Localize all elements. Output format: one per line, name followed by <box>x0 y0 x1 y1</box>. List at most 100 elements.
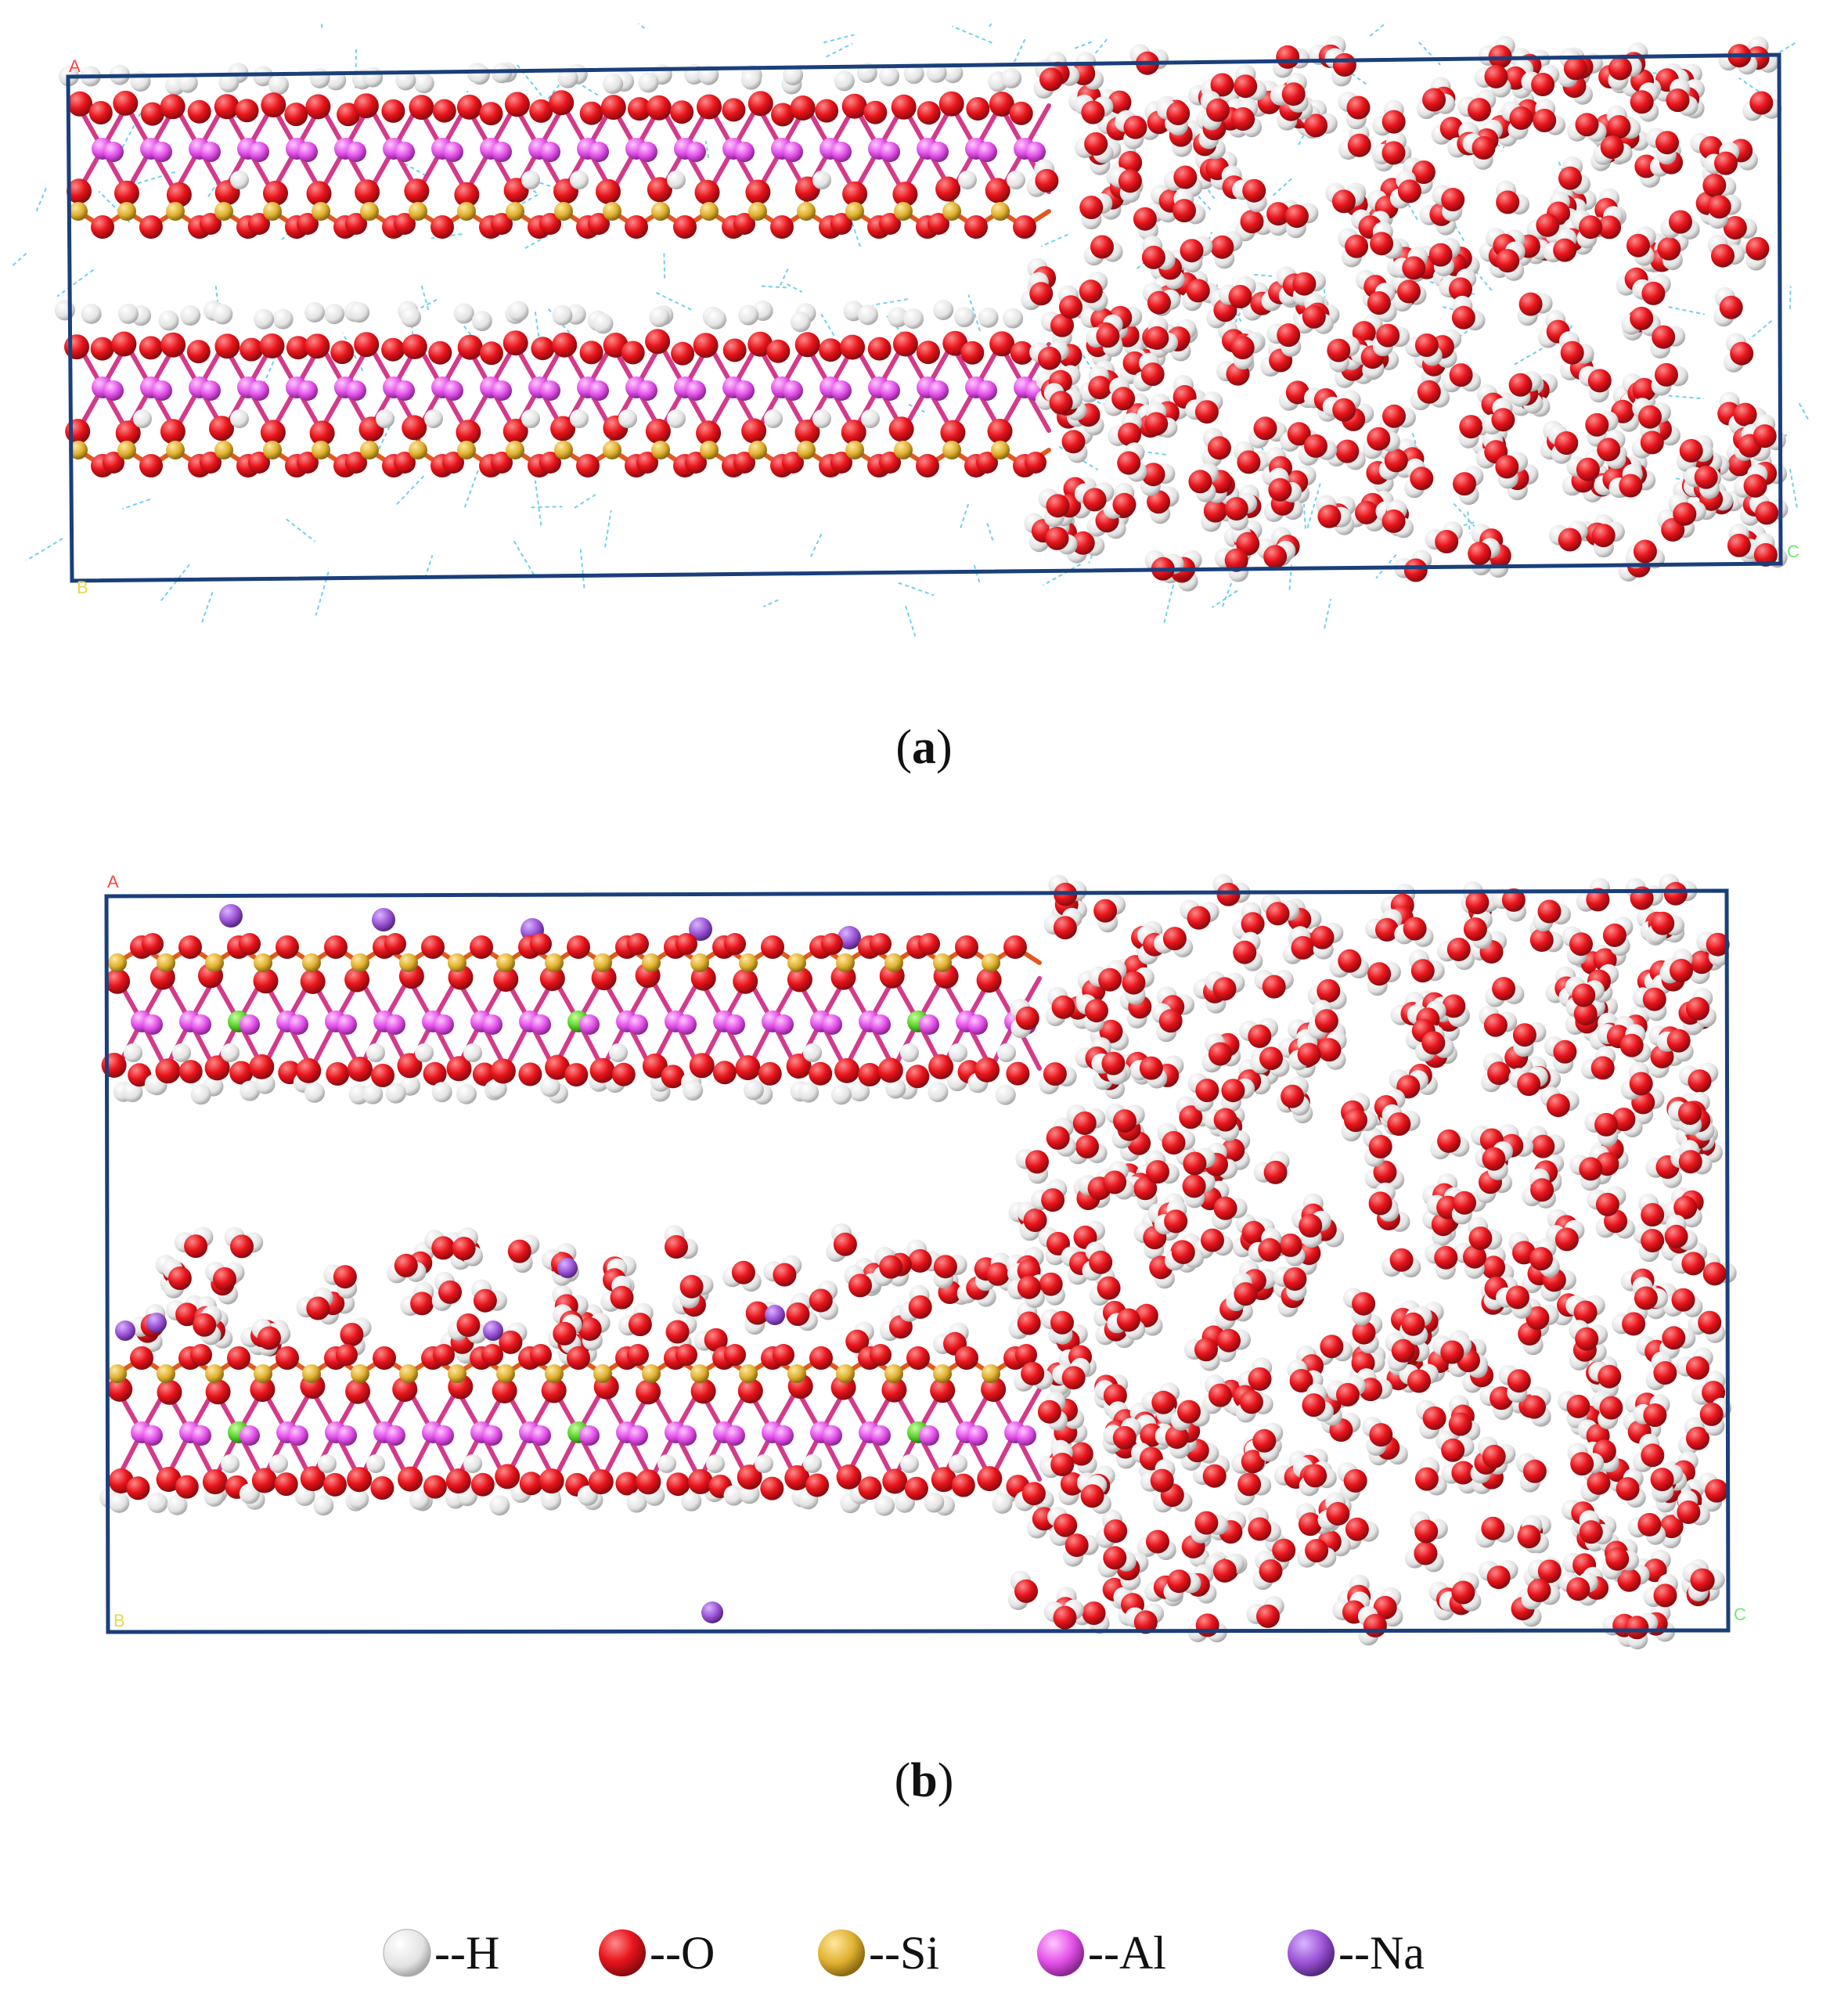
oxygen-atom <box>1367 291 1391 315</box>
aluminum-atom <box>385 1014 405 1035</box>
oxygen-atom <box>442 452 464 474</box>
oxygen-atom <box>1268 477 1292 502</box>
oxygen-atom <box>1678 1150 1702 1174</box>
silicon-atom <box>748 441 767 459</box>
oxygen-atom <box>1529 928 1554 952</box>
oxygen-atom <box>1242 178 1266 203</box>
oxygen-atom <box>1733 402 1757 427</box>
sodium-atom <box>765 1305 785 1325</box>
oxygen-atom <box>91 215 114 239</box>
oxygen-atom <box>1302 304 1326 329</box>
silicon-atom <box>409 202 427 221</box>
oxygen-atom <box>908 1248 932 1273</box>
oxygen-atom <box>456 420 481 445</box>
hydrogen-atom <box>879 66 899 87</box>
oxygen-atom <box>64 334 89 360</box>
oxygen-atom <box>1188 470 1212 494</box>
hydrogen-bond <box>1369 23 1387 37</box>
oxygen-atom <box>1103 1546 1127 1570</box>
panel-a-caption: (a) <box>895 721 953 774</box>
oxygen-atom <box>1162 1131 1186 1155</box>
aluminum-atom <box>773 1425 794 1446</box>
hydrogen-atom <box>874 1495 895 1516</box>
oxygen-atom <box>397 1053 423 1079</box>
oxygen-atom <box>1482 1255 1506 1280</box>
oxygen-atom <box>1655 362 1678 387</box>
hydrogen-atom <box>539 1076 560 1097</box>
oxygen-atom <box>976 967 1002 993</box>
oxygen-atom <box>830 964 856 990</box>
oxygen-atom <box>473 1288 497 1313</box>
oxygen-atom <box>931 1467 956 1493</box>
oxygen-atom <box>731 1260 755 1284</box>
hydrogen-atom <box>508 301 529 322</box>
oxygen-atom <box>139 454 163 477</box>
oxygen-atom <box>1587 1471 1611 1495</box>
hydrogen-atom <box>723 1485 744 1506</box>
oxygen-atom <box>1150 1468 1174 1493</box>
oxygen-atom <box>297 452 319 474</box>
oxygen-atom <box>1179 1105 1203 1129</box>
oxygen-atom <box>661 1065 685 1089</box>
hydrogen-bond <box>574 493 597 509</box>
oxygen-atom <box>1338 949 1362 973</box>
oxygen-atom <box>1228 285 1252 308</box>
oxygen-atom <box>410 1292 434 1316</box>
hydrogen-bond <box>11 253 27 267</box>
aluminum-atom <box>249 380 269 401</box>
oxygen-atom <box>248 213 270 235</box>
oxygen-atom <box>955 935 978 959</box>
oxygen-atom <box>1236 531 1260 556</box>
oxygen-atom <box>1216 882 1241 906</box>
hydrogen-bond <box>1407 204 1420 223</box>
oxygen-atom <box>1054 1513 1078 1537</box>
aluminum-atom <box>492 380 512 401</box>
hydrogen-atom <box>431 1082 452 1103</box>
oxygen-atom <box>330 340 355 365</box>
oxygen-atom <box>495 1464 521 1490</box>
oxygen-atom <box>761 935 784 959</box>
oxygen-atom <box>1082 1601 1106 1625</box>
oxygen-atom <box>1630 306 1654 330</box>
oxygen-atom <box>1336 1382 1360 1407</box>
hydrogen-bond <box>1797 401 1809 420</box>
oxygen-atom <box>1755 501 1779 525</box>
oxygen-atom <box>610 1285 634 1310</box>
oxygen-atom <box>696 420 722 446</box>
hydrogen-atom <box>272 308 294 330</box>
oxygen-atom <box>879 213 901 235</box>
oxygen-atom <box>1331 189 1356 214</box>
silicon-atom <box>254 1364 272 1383</box>
oxygen-atom <box>384 933 406 955</box>
oxygen-atom <box>160 94 186 120</box>
oxygen-atom <box>1141 463 1165 487</box>
aluminum-atom <box>337 1014 357 1035</box>
oxygen-atom <box>588 1469 614 1495</box>
hydrogen-atom <box>928 1082 949 1103</box>
sodium-atom <box>701 1601 723 1623</box>
oxygen-atom <box>1140 362 1165 387</box>
oxygen-atom <box>928 213 949 235</box>
hydrogen-bond <box>1013 38 1026 63</box>
oxygen-atom <box>784 1465 810 1490</box>
legend-label: --Al <box>1088 1926 1166 1979</box>
oxygen-atom <box>1373 1160 1397 1184</box>
hydrogen-atom <box>997 1043 1016 1062</box>
hydrogen-atom <box>667 409 686 428</box>
oxygen-atom <box>960 340 985 365</box>
oxygen-atom <box>214 333 240 359</box>
silicon-atom <box>457 441 476 459</box>
oxygen-atom <box>111 331 137 357</box>
oxygen-atom <box>107 1376 133 1402</box>
aluminum-atom <box>928 142 949 162</box>
oxygen-atom <box>986 1262 1010 1286</box>
oxygen-atom <box>1745 236 1770 261</box>
hydrogen-atom <box>958 171 977 189</box>
silicon-atom <box>448 1364 467 1383</box>
panel-a-cell-border <box>66 52 1783 583</box>
panel-a-structure: A B C <box>11 23 1809 637</box>
oxygen-atom <box>1099 1019 1123 1043</box>
silicon-atom <box>117 441 136 459</box>
oxygen-atom <box>1492 977 1516 1001</box>
oxygen-atom <box>600 95 626 121</box>
